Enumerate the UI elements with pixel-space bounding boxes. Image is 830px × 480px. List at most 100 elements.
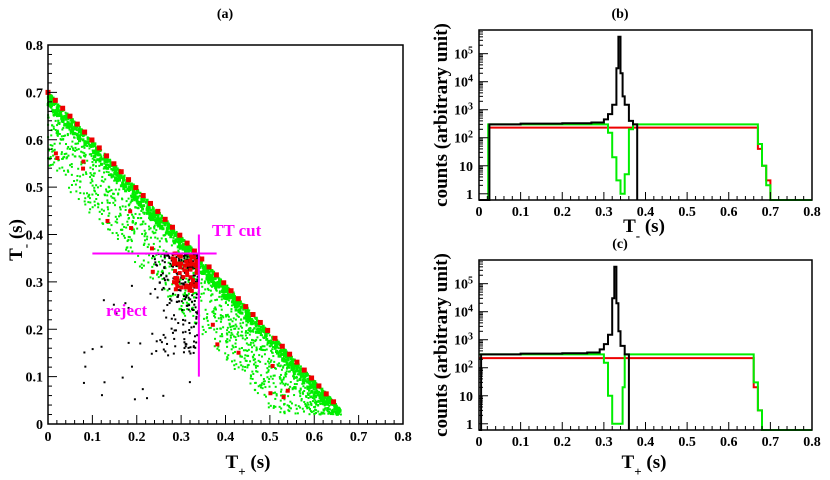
red-point xyxy=(265,327,271,333)
green-point xyxy=(239,301,242,304)
green-point xyxy=(213,315,216,318)
green-point xyxy=(239,325,242,328)
green-point xyxy=(90,142,93,145)
green-point xyxy=(202,270,206,274)
green-point xyxy=(105,159,109,163)
green-point xyxy=(226,303,229,306)
green-point xyxy=(194,278,197,281)
green-point xyxy=(50,134,53,137)
black-point xyxy=(162,348,165,351)
green-point xyxy=(237,327,240,330)
green-point xyxy=(151,265,154,268)
green-point xyxy=(166,228,169,231)
green-point xyxy=(253,358,256,361)
green-point xyxy=(79,156,82,159)
green-point xyxy=(95,197,98,200)
green-point xyxy=(177,260,180,263)
black-point xyxy=(163,266,166,269)
green-point xyxy=(294,376,297,379)
green-point xyxy=(165,220,169,224)
green-point xyxy=(220,333,223,336)
green-point xyxy=(273,346,277,350)
green-point xyxy=(172,236,175,239)
green-point xyxy=(84,153,87,156)
black-point xyxy=(183,298,186,301)
green-point xyxy=(133,199,136,202)
green-point xyxy=(157,249,160,252)
green-point xyxy=(121,181,125,185)
green-point xyxy=(157,276,160,279)
green-point xyxy=(137,254,140,257)
green-point xyxy=(323,402,327,406)
green-point xyxy=(214,286,218,290)
green-point xyxy=(216,347,219,350)
green-point xyxy=(117,176,121,180)
green-point xyxy=(247,363,250,366)
green-point xyxy=(274,344,278,348)
green-point xyxy=(127,235,130,238)
panel-c-histogram: (c) 0 0.1 0.2 0.3 0.4 0.5 0.6 0.7 0.811010210310… xyxy=(431,237,821,479)
annotation-tt-cut: TT cut xyxy=(212,221,262,240)
green-point xyxy=(69,191,72,194)
green-point xyxy=(187,298,190,301)
green-point xyxy=(270,339,273,342)
green-point xyxy=(125,246,128,249)
green-point xyxy=(54,109,57,112)
green-point xyxy=(164,233,167,236)
green-point xyxy=(276,363,279,366)
green-point xyxy=(107,174,110,177)
green-point xyxy=(302,381,306,385)
green-point xyxy=(237,310,241,314)
green-point xyxy=(226,288,230,292)
green-point xyxy=(134,206,137,209)
black-point xyxy=(195,341,198,344)
black-point xyxy=(170,327,173,330)
green-point xyxy=(148,217,151,220)
black-point xyxy=(195,296,198,299)
green-point xyxy=(201,285,204,288)
green-point xyxy=(107,159,111,163)
green-point xyxy=(183,258,186,261)
red-point xyxy=(173,276,178,281)
green-point xyxy=(226,314,229,317)
green-point xyxy=(178,282,181,285)
red-point xyxy=(173,269,178,274)
green-point xyxy=(104,178,107,181)
green-point xyxy=(75,133,79,137)
green-point xyxy=(317,404,320,407)
red-point xyxy=(178,265,183,270)
green-point xyxy=(307,380,311,384)
green-point xyxy=(229,318,232,321)
black-point xyxy=(177,322,180,325)
green-point xyxy=(283,398,286,401)
green-point xyxy=(126,220,129,223)
green-point xyxy=(75,125,79,129)
green-point xyxy=(138,194,141,197)
y-tick-label: 105 xyxy=(454,275,473,293)
green-point xyxy=(267,380,270,383)
green-point xyxy=(237,366,240,369)
black-point xyxy=(163,277,166,280)
green-point xyxy=(321,401,325,405)
green-point xyxy=(306,373,309,376)
green-point xyxy=(162,221,166,225)
red-point xyxy=(323,391,329,397)
red-point xyxy=(55,156,60,161)
green-point xyxy=(64,134,67,137)
green-point xyxy=(153,247,156,250)
green-point xyxy=(240,355,243,358)
green-point xyxy=(279,377,282,380)
green-point xyxy=(301,391,304,394)
green-point xyxy=(153,227,156,230)
green-point xyxy=(70,120,74,124)
green-point xyxy=(82,145,85,148)
green-point xyxy=(78,155,81,158)
green-point xyxy=(314,394,318,398)
red-point xyxy=(177,271,182,276)
green-point xyxy=(286,404,289,407)
green-point xyxy=(100,155,103,158)
green-point xyxy=(214,316,217,319)
green-point xyxy=(235,305,239,309)
green-point xyxy=(227,315,230,318)
green-point xyxy=(326,395,330,399)
